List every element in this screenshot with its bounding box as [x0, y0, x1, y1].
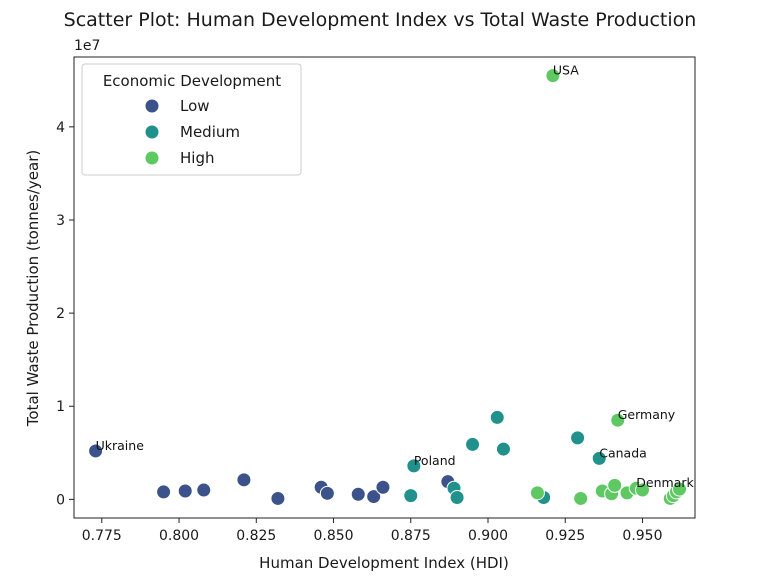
x-tick-label: 0.900 [468, 528, 508, 544]
data-point-medium [495, 441, 511, 457]
x-tick-label: 0.850 [313, 528, 353, 544]
x-axis-label: Human Development Index (HDI) [259, 554, 509, 572]
y-offset-label: 1e7 [74, 38, 100, 54]
x-tick-label: 0.875 [391, 528, 431, 544]
y-tick-label: 2 [56, 306, 65, 322]
chart-title: Scatter Plot: Human Development Index vs… [64, 9, 697, 31]
x-tick-label: 0.925 [545, 528, 585, 544]
data-point-medium [489, 409, 505, 425]
data-point-high [610, 412, 626, 428]
data-point-medium [570, 430, 586, 446]
y-axis-label: Total Waste Production (tonnes/year) [24, 150, 42, 427]
legend-box [81, 63, 302, 176]
legend-label-low: Low [180, 97, 210, 115]
data-point-low [156, 484, 172, 500]
data-point-low [88, 443, 104, 459]
legend-label-high: High [180, 149, 214, 167]
points-layer [88, 68, 688, 506]
legend-title: Economic Development [103, 72, 281, 90]
annotations-layer: USA Ukraine Germany Canada Poland Denmark [96, 63, 695, 491]
data-point-high [672, 481, 688, 497]
x-tick-label: 0.825 [236, 528, 276, 544]
legend-marker-high [144, 150, 160, 166]
data-point-low [177, 483, 193, 499]
legend: Economic Development Low Medium High [81, 63, 302, 176]
data-point-medium [403, 488, 419, 504]
data-point-low [236, 472, 252, 488]
plot-frame [73, 56, 696, 519]
y-axis: 0 1 2 3 4 [56, 120, 74, 508]
y-tick-label: 0 [56, 492, 65, 508]
data-point-low [350, 486, 366, 502]
x-tick-label: 0.775 [82, 528, 122, 544]
x-tick-label: 0.800 [159, 528, 199, 544]
x-tick-label: 0.950 [622, 528, 662, 544]
data-point-high [529, 485, 545, 501]
y-tick-label: 3 [56, 213, 65, 229]
data-point-high [545, 68, 561, 84]
data-point-medium [465, 436, 481, 452]
legend-marker-medium [144, 124, 160, 140]
y-tick-label: 4 [56, 120, 65, 136]
legend-label-medium: Medium [180, 123, 240, 141]
data-point-low [319, 485, 335, 501]
annotation-label: Germany [618, 407, 676, 422]
data-point-high [607, 477, 623, 493]
annotation-label: Poland [414, 453, 456, 468]
annotation-label: Denmark [636, 475, 694, 490]
x-axis: 0.775 0.800 0.825 0.850 0.875 0.900 0.925 0.950 [82, 518, 663, 544]
legend-marker-low [144, 98, 160, 114]
data-point-high [634, 482, 650, 498]
data-point-low [375, 479, 391, 495]
data-point-low [196, 482, 212, 498]
data-point-medium [406, 458, 422, 474]
data-point-low [270, 490, 286, 506]
data-point-high [573, 490, 589, 506]
annotation-label: USA [553, 63, 579, 78]
data-point-medium [449, 490, 465, 506]
annotation-label: Canada [599, 445, 647, 460]
annotation-label: Ukraine [96, 438, 145, 453]
y-tick-label: 1 [56, 399, 65, 415]
data-point-low [366, 489, 382, 505]
data-point-medium [591, 450, 607, 466]
